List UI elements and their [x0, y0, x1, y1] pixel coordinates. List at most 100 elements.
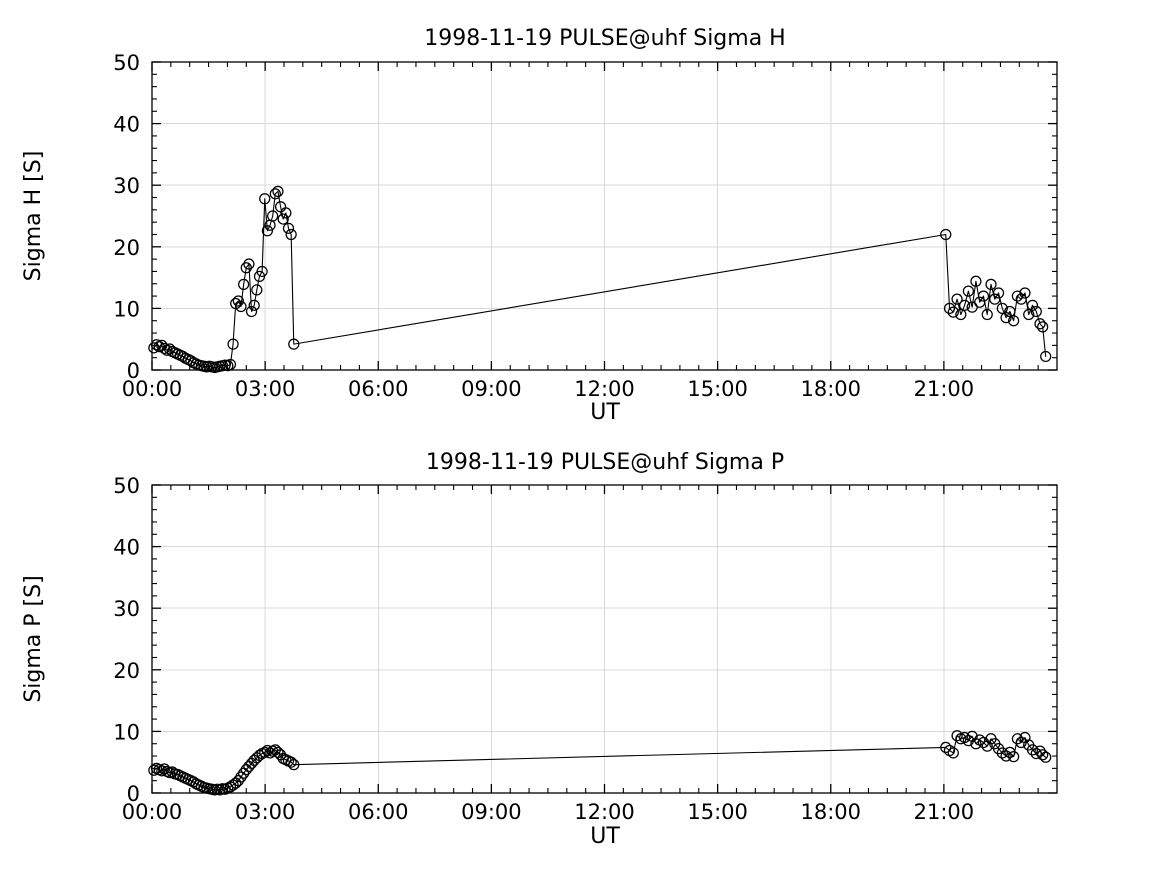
- data-point-marker: [951, 730, 963, 742]
- sigma-p-tick-labels: 0 10 20 30 40 50 00:00 03:00 06:00 09:00 12:00 15:0…: [113, 474, 974, 824]
- data-point-marker: [943, 302, 956, 315]
- data-point-marker: [1000, 750, 1012, 762]
- x-tick-label: 00:00: [122, 800, 183, 824]
- data-point-marker: [243, 258, 255, 270]
- data-point-marker: [156, 765, 168, 777]
- sigma-h-tick-labels: 0 10 20 30 40 50 00:00 03:00 06:00 09:00 12:00 15:0…: [113, 51, 974, 401]
- data-point-marker: [235, 300, 247, 313]
- data-point-marker: [282, 222, 295, 234]
- data-point-marker: [238, 278, 250, 291]
- data-point-marker: [269, 188, 281, 200]
- y-tick-label: 20: [113, 236, 140, 260]
- data-point-marker: [1011, 290, 1024, 302]
- sigma-h-axis-frame: [151, 61, 1058, 371]
- data-point-marker: [1008, 751, 1020, 763]
- data-point-marker: [248, 299, 260, 311]
- data-point-marker: [245, 305, 258, 318]
- data-point-marker: [259, 746, 271, 758]
- sigma-p-xlabel: UT: [590, 824, 620, 849]
- data-point-marker: [1019, 287, 1031, 299]
- data-point-marker: [977, 290, 990, 302]
- data-polyline: [153, 735, 1047, 791]
- x-tick-label: 21:00: [914, 800, 975, 824]
- y-tick-label: 50: [113, 474, 140, 498]
- y-tick-label: 40: [113, 113, 140, 137]
- y-tick-label: 40: [113, 536, 140, 560]
- x-tick-label: 09:00: [461, 377, 522, 401]
- data-point-marker: [996, 747, 1008, 759]
- chart-panel-sigma-h: 1998-11-19 PULSE@uhf Sigma H 0 10 20 30 40 50…: [0, 0, 1167, 437]
- data-point-marker: [240, 262, 252, 274]
- x-tick-label: 03:00: [235, 800, 296, 824]
- data-point-marker: [277, 213, 289, 225]
- data-point-marker: [1030, 305, 1042, 318]
- x-tick-label: 06:00: [348, 377, 409, 401]
- data-point-marker: [261, 225, 274, 237]
- y-tick-label: 30: [113, 174, 140, 198]
- data-point-marker: [981, 308, 993, 321]
- data-point-marker: [974, 296, 986, 308]
- data-point-marker: [1011, 733, 1024, 745]
- y-tick-label: 50: [113, 51, 140, 75]
- x-tick-label: 12:00: [574, 377, 635, 401]
- data-point-marker: [962, 285, 975, 297]
- data-point-marker: [1026, 299, 1039, 311]
- x-tick-label: 09:00: [461, 800, 522, 824]
- sigma-p-title: 1998-11-19 PULSE@uhf Sigma P: [426, 450, 784, 475]
- sigma-p-ylabel: Sigma P [S]: [21, 575, 46, 702]
- data-point-marker: [992, 287, 1005, 299]
- data-point-marker: [970, 738, 982, 750]
- data-point-marker: [256, 265, 268, 278]
- data-point-marker: [267, 210, 279, 222]
- data-point-marker: [1015, 293, 1027, 305]
- data-point-marker: [1040, 350, 1052, 363]
- data-point-marker: [947, 747, 959, 759]
- y-tick-label: 0: [127, 359, 140, 383]
- data-point-marker: [227, 338, 239, 350]
- data-point-marker: [996, 302, 1008, 315]
- sigma-h-ylabel: Sigma H [S]: [21, 151, 46, 282]
- data-point-marker: [970, 275, 982, 287]
- data-point-marker: [955, 308, 967, 321]
- x-tick-label: 15:00: [687, 800, 748, 824]
- data-point-marker: [947, 306, 959, 318]
- data-point-marker: [232, 295, 244, 307]
- data-point-marker: [951, 293, 963, 305]
- sigma-h-title: 1998-11-19 PULSE@uhf Sigma H: [424, 26, 785, 51]
- data-point-marker: [158, 342, 171, 355]
- x-tick-label: 12:00: [574, 800, 635, 824]
- data-point-marker: [251, 284, 263, 296]
- data-point-marker: [1023, 308, 1035, 321]
- sigma-p-data: [148, 730, 1052, 796]
- y-tick-label: 0: [127, 782, 140, 806]
- x-tick-label: 00:00: [122, 377, 183, 401]
- data-point-marker: [958, 731, 971, 744]
- data-point-marker: [989, 293, 1001, 305]
- data-point-marker: [285, 228, 297, 241]
- y-tick-label: 10: [113, 720, 140, 744]
- sigma-h-xlabel: UT: [590, 400, 620, 425]
- chart-panel-sigma-p: 1998-11-19 PULSE@uhf Sigma P 0 10 20 30 40 50…: [0, 437, 1167, 875]
- sigma-p-gridlines: [152, 484, 1057, 793]
- data-point-marker: [1034, 318, 1046, 330]
- data-point-marker: [1037, 749, 1049, 761]
- x-tick-label: 03:00: [235, 377, 296, 401]
- data-point-marker: [259, 193, 271, 205]
- data-point-marker: [235, 771, 247, 783]
- data-point-marker: [272, 185, 284, 197]
- x-tick-label: 18:00: [800, 377, 861, 401]
- sigma-h-data: [148, 185, 1052, 374]
- sigma-p-plot: 1998-11-19 PULSE@uhf Sigma P 0 10 20 30 40 50…: [21, 450, 1058, 849]
- sigma-h-plot: 1998-11-19 PULSE@uhf Sigma H 0 10 20 30 40 50…: [21, 26, 1058, 425]
- data-point-marker: [261, 744, 274, 757]
- data-point-marker: [288, 759, 300, 771]
- y-tick-label: 30: [113, 597, 140, 621]
- x-tick-label: 21:00: [914, 377, 975, 401]
- data-point-marker: [1037, 321, 1049, 333]
- data-point-marker: [958, 299, 971, 311]
- data-point-marker: [1040, 751, 1052, 763]
- data-point-marker: [1008, 315, 1020, 327]
- data-point-marker: [288, 338, 300, 350]
- x-tick-label: 18:00: [800, 800, 861, 824]
